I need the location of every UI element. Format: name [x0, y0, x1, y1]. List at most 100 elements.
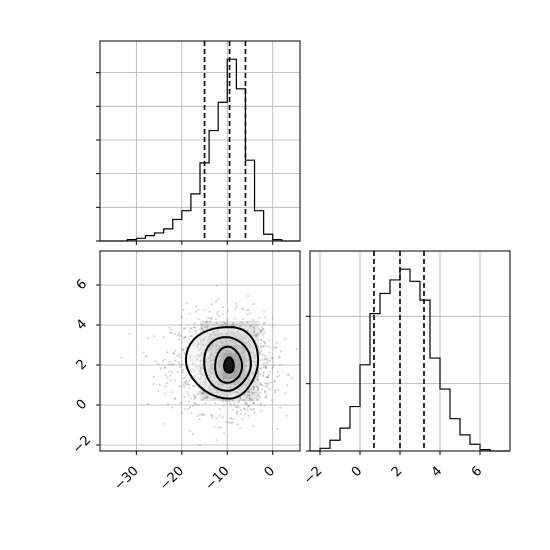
scatter-point	[239, 396, 242, 399]
scatter-point	[260, 331, 263, 334]
scatter-point	[147, 402, 150, 406]
scatter-point	[182, 369, 185, 372]
scatter-point	[260, 329, 263, 332]
scatter-point	[259, 383, 262, 386]
scatter-point	[252, 325, 255, 328]
histogram-outline	[310, 268, 510, 452]
scatter-point	[169, 379, 173, 382]
scatter-point	[180, 316, 183, 319]
scatter-point	[214, 401, 217, 405]
scatter-point	[279, 350, 282, 353]
scatter-point	[266, 376, 269, 379]
scatter-point	[188, 386, 191, 390]
scatter-point	[245, 396, 248, 399]
scatter-point	[189, 334, 192, 338]
scatter-point	[263, 404, 266, 407]
scatter-point	[174, 359, 177, 362]
scatter-point	[206, 324, 209, 328]
scatter-point	[263, 366, 266, 369]
contour-line	[223, 356, 235, 374]
scatter-point	[262, 373, 265, 376]
scatter-point	[235, 305, 238, 308]
scatter-point	[225, 400, 228, 403]
scatter-point	[161, 359, 165, 362]
scatter-point	[260, 339, 263, 342]
scatter-point	[286, 374, 290, 377]
scatter-point	[257, 378, 260, 381]
scatter-point	[229, 422, 233, 425]
scatter-point	[249, 408, 252, 411]
scatter-point	[267, 339, 270, 342]
scatter-point	[259, 353, 262, 356]
scatter-point	[278, 355, 281, 358]
scatter-point	[197, 318, 200, 321]
scatter-point	[241, 399, 245, 402]
scatter-point	[229, 416, 232, 420]
scatter-point	[265, 366, 268, 370]
histogram-steps	[100, 58, 300, 242]
scatter-point	[166, 351, 169, 354]
scatter-point	[261, 353, 265, 356]
scatter-point	[246, 294, 249, 298]
scatter-point	[217, 426, 220, 429]
scatter-point	[284, 337, 287, 340]
scatter-point	[248, 400, 251, 403]
scatter-point	[259, 330, 262, 333]
scatter-point	[245, 309, 248, 312]
scatter-point	[241, 317, 244, 320]
scatter-point	[194, 329, 197, 332]
scatter-point	[252, 424, 255, 428]
scatter-point	[186, 407, 190, 411]
scatter-point	[246, 408, 249, 411]
scatter-point	[215, 322, 218, 325]
scatter-point	[222, 400, 225, 403]
scatter-point	[267, 373, 270, 376]
scatter-point	[208, 317, 212, 320]
scatter-point	[198, 444, 202, 447]
scatter-point	[246, 393, 249, 397]
scatter-point	[247, 308, 250, 312]
scatter-point	[187, 383, 191, 386]
scatter-point	[230, 417, 233, 420]
scatter-point	[194, 395, 197, 398]
scatter-point	[163, 422, 166, 425]
scatter-point	[250, 391, 254, 394]
scatter-point	[171, 371, 174, 374]
scatter-point	[179, 334, 183, 337]
scatter-point	[258, 332, 261, 335]
scatter-point	[252, 385, 255, 388]
scatter-point	[237, 406, 240, 409]
scatter-point	[186, 391, 189, 394]
scatter-point	[262, 358, 265, 361]
scatter-point	[220, 399, 224, 402]
scatter-point	[193, 397, 196, 400]
scatter-point	[189, 430, 192, 433]
scatter-point	[208, 320, 211, 323]
scatter-point	[157, 389, 160, 393]
scatter-point	[206, 320, 209, 323]
scatter-point	[142, 351, 145, 354]
scatter-point	[256, 378, 259, 381]
scatter-point	[263, 382, 267, 385]
scatter-point	[287, 373, 290, 376]
scatter-point	[194, 331, 197, 334]
scatter-point	[197, 308, 200, 312]
scatter-point	[266, 385, 269, 388]
scatter-point	[283, 392, 287, 395]
scatter-point	[248, 397, 251, 400]
scatter-point	[184, 327, 187, 330]
scatter-point	[185, 373, 189, 376]
scatter-point	[271, 324, 275, 327]
scatter-point	[295, 347, 298, 351]
scatter-point	[152, 382, 155, 386]
scatter-point	[177, 338, 181, 341]
scatter-point	[247, 404, 250, 407]
scatter-point	[270, 399, 273, 402]
scatter-point	[256, 371, 260, 374]
scatter-point	[271, 367, 274, 370]
scatter-point	[154, 360, 157, 363]
scatter-point	[183, 381, 186, 384]
scatter-point	[183, 386, 186, 389]
scatter-point	[168, 326, 171, 329]
scatter-point	[234, 302, 238, 305]
